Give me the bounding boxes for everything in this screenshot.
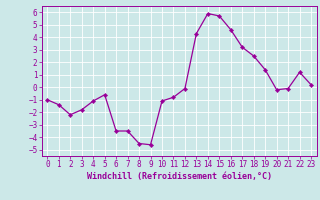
X-axis label: Windchill (Refroidissement éolien,°C): Windchill (Refroidissement éolien,°C) (87, 172, 272, 181)
